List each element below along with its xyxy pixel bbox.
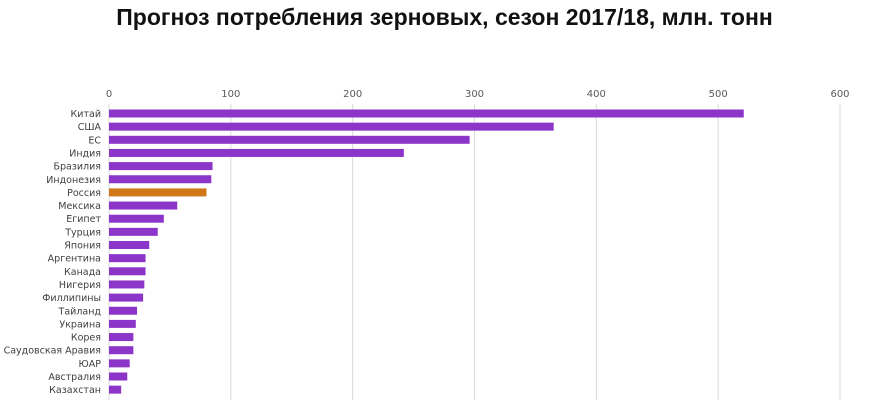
bar (109, 201, 178, 210)
bars (109, 109, 744, 394)
category-label: Корея (71, 333, 101, 344)
bar (109, 148, 404, 157)
x-tick-label: 500 (709, 89, 728, 100)
bar (109, 333, 134, 342)
category-label: Бразилия (53, 162, 101, 173)
bar (109, 267, 146, 276)
x-tick-label: 300 (465, 89, 484, 100)
bar (109, 293, 144, 302)
category-label: Мексика (58, 201, 101, 212)
bar (109, 135, 470, 144)
category-label: Украина (59, 319, 101, 330)
bar (109, 122, 554, 131)
category-label: Нигерия (59, 280, 101, 291)
category-label: США (78, 122, 102, 133)
x-tick-label: 200 (343, 89, 362, 100)
category-label: Филлипины (42, 293, 101, 304)
bar (109, 306, 138, 315)
bar (109, 254, 146, 263)
bar (109, 359, 130, 368)
category-label: Россия (67, 188, 101, 199)
bar (109, 385, 122, 394)
bar (109, 372, 128, 381)
category-label: Тайланд (58, 306, 102, 317)
category-label: Египет (66, 214, 101, 225)
x-tick-label: 0 (106, 89, 112, 100)
category-label: Индонезия (46, 175, 101, 186)
x-tick-label: 400 (587, 89, 606, 100)
category-label: Австралия (48, 372, 101, 383)
bar (109, 162, 213, 171)
category-label: Казахстан (49, 385, 101, 396)
category-label: Канада (64, 267, 101, 278)
bar (109, 346, 134, 355)
bar (109, 280, 145, 289)
bar (109, 188, 207, 197)
bar (109, 214, 164, 223)
category-label: ЮАР (79, 359, 102, 370)
category-label: Индия (69, 148, 101, 159)
category-labels: Китай США ЕС Индия Бразилия Индонезия Россия Ме… (4, 109, 102, 396)
x-tick-label: 100 (221, 89, 240, 100)
x-axis-ticks: 0 100 200 300 400 500 600 (106, 89, 850, 100)
bar (109, 319, 136, 328)
category-label: Турция (64, 227, 101, 238)
bar (109, 175, 212, 184)
category-label: Китай (71, 109, 101, 120)
category-label: Япония (64, 241, 101, 252)
bar (109, 109, 744, 118)
bar (109, 241, 150, 249)
category-label: Аргентина (48, 254, 101, 265)
x-tick-label: 600 (830, 89, 849, 100)
bar (109, 227, 158, 236)
category-label: Саудовская Аравия (4, 346, 101, 357)
category-label: ЕС (88, 135, 101, 146)
grid-lines (108, 104, 841, 400)
chart-title: Прогноз потребления зерновых, сезон 2017… (116, 4, 773, 30)
